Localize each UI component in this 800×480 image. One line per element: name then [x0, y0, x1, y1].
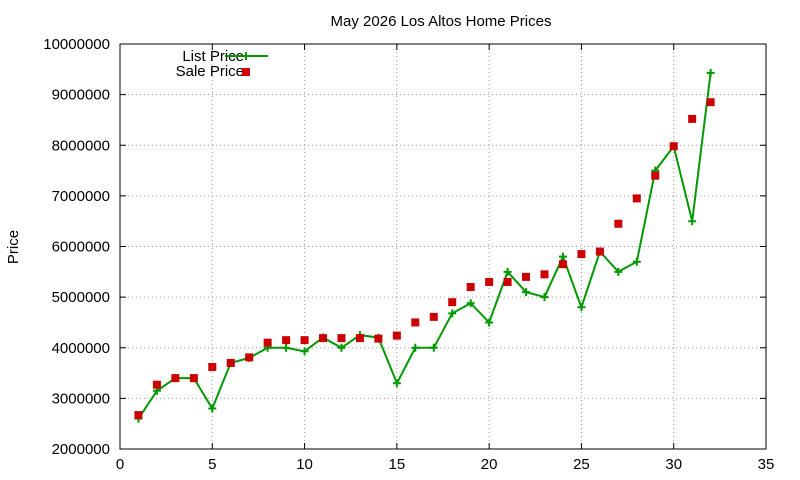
list-price-point [614, 267, 623, 276]
sale-price-point [319, 334, 328, 343]
list-price-point [503, 267, 512, 276]
y-tick-label: 6000000 [52, 239, 110, 256]
sale-price-point [448, 298, 457, 307]
list-price-point [632, 257, 641, 266]
sale-price-point [226, 358, 235, 367]
list-price-point [282, 343, 291, 352]
sale-price-point [429, 312, 438, 321]
sale-price-point [208, 362, 217, 371]
list-price-point [392, 379, 401, 388]
axis-tick-labels: 0 5 10 15 20 25 30 35 2000000 3000000 4000000 50000… [43, 36, 774, 473]
chart-title: May 2026 Los Altos Home Prices [331, 13, 552, 30]
y-tick-label: 3000000 [52, 390, 110, 407]
y-tick-label: 7000000 [52, 188, 110, 205]
sale-price-point [245, 353, 254, 362]
sale-price-point [337, 334, 346, 343]
sale-price-point [152, 380, 161, 389]
list-price-point [337, 343, 346, 352]
sale-price-point [263, 338, 272, 347]
list-price-point [466, 299, 475, 308]
legend-swatch-sale-price [242, 68, 250, 76]
x-tick-label: 5 [208, 456, 216, 473]
sale-price-point [651, 171, 660, 180]
x-tick-label: 35 [758, 456, 775, 473]
sale-price-point [189, 374, 198, 383]
list-price-line [137, 72, 712, 420]
list-price-point [577, 303, 586, 312]
list-price-point [485, 318, 494, 327]
x-tick-label: 30 [665, 456, 682, 473]
list-price-point [411, 343, 420, 352]
list-price-point [540, 293, 549, 302]
y-tick-label: 5000000 [52, 289, 110, 306]
sale-price-point [595, 247, 604, 256]
sale-price-point [411, 318, 420, 327]
list-price-point [300, 347, 309, 356]
y-axis-label: Price [5, 230, 22, 264]
sale-price-point [669, 142, 678, 151]
x-tick-label: 20 [481, 456, 498, 473]
sale-price-point [577, 250, 586, 259]
y-tick-label: 9000000 [52, 87, 110, 104]
x-tick-label: 25 [573, 456, 590, 473]
x-tick-label: 15 [389, 456, 406, 473]
sale-price-point [355, 334, 364, 343]
data-series [134, 68, 715, 423]
legend-swatch-list-price-marker [242, 52, 250, 60]
sale-price-point [688, 114, 697, 123]
series-sale-price [134, 98, 715, 420]
y-tick-label: 10000000 [43, 36, 110, 53]
x-tick-label: 10 [296, 456, 313, 473]
sale-price-point [706, 98, 715, 107]
legend: List Price Sale Price [176, 48, 268, 80]
list-price-point [208, 404, 217, 413]
sale-price-point [558, 260, 567, 269]
sale-price-point [522, 272, 531, 281]
list-price-point [429, 343, 438, 352]
y-tick-label: 4000000 [52, 340, 110, 357]
sale-price-point [300, 336, 309, 345]
sale-price-point [374, 334, 383, 343]
list-price-point [522, 288, 531, 297]
sale-price-point [134, 411, 143, 420]
sale-price-point [485, 277, 494, 286]
sale-price-point [632, 194, 641, 203]
x-tick-label: 0 [116, 456, 124, 473]
legend-label-list-price: List Price [182, 48, 244, 65]
sale-price-point [503, 277, 512, 286]
sale-price-point [282, 336, 291, 345]
series-list-price [134, 68, 715, 423]
list-price-point [448, 309, 457, 318]
y-tick-label: 8000000 [52, 137, 110, 154]
grid-lines [120, 44, 766, 449]
y-tick-label: 2000000 [52, 441, 110, 458]
plot-frame [119, 43, 767, 450]
list-price-point [706, 68, 715, 77]
sale-price-point [171, 374, 180, 383]
sale-price-point [614, 219, 623, 228]
sale-price-point [392, 331, 401, 340]
sale-price-point [540, 270, 549, 279]
sale-price-point [466, 283, 475, 291]
legend-label-sale-price: Sale Price [176, 63, 244, 80]
list-price-point [558, 252, 567, 261]
list-price-point [688, 217, 697, 226]
